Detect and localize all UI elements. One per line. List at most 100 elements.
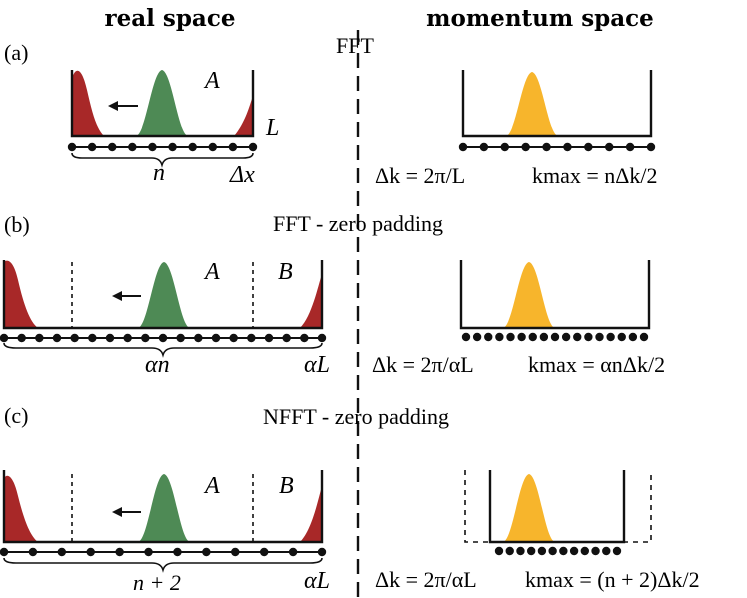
grid-brace	[3, 557, 323, 573]
grid-point	[28, 547, 38, 557]
panel-c: (c) NFFT - zero padding A B n + 2 αL Δk …	[0, 403, 700, 595]
grid-point	[248, 142, 258, 152]
grid-point	[542, 142, 551, 152]
left-arrow-icon	[108, 101, 118, 111]
red-gaussian-right	[234, 96, 253, 136]
grid-point	[87, 142, 97, 152]
length-label: L	[265, 115, 279, 141]
grid-point	[259, 547, 269, 557]
panel-a: (a) FFT A L n Δx Δk = 2π/L kmax = nΔk/2	[4, 33, 658, 188]
grid-point	[505, 546, 514, 556]
grid-point	[317, 333, 327, 343]
grid-point	[282, 333, 291, 343]
grid-point	[606, 332, 615, 342]
momentum-grid-points	[494, 546, 622, 556]
grid-brace	[3, 342, 323, 358]
grid-point	[228, 142, 238, 152]
grid-point	[539, 332, 549, 342]
grid-point	[516, 546, 525, 556]
grid-point	[17, 333, 26, 343]
grid-point	[517, 332, 526, 342]
grid-point	[548, 546, 557, 556]
grid-point	[288, 547, 298, 557]
dk-equation: Δk = 2π/L	[375, 163, 465, 188]
grid-point	[605, 142, 614, 152]
grid-point	[144, 547, 153, 557]
alpha-n-label: αn	[145, 352, 170, 378]
grid-point	[461, 332, 471, 342]
grid-point	[229, 333, 238, 343]
well-outline	[2, 260, 324, 330]
grid-point	[86, 547, 95, 557]
grid-point	[35, 333, 44, 343]
left-arrow-icon	[112, 291, 122, 301]
panel-c-method: NFFT - zero padding	[263, 404, 449, 429]
orange-gaussian	[503, 474, 555, 542]
grid-point	[168, 142, 177, 152]
kmax-equation: kmax = nΔk/2	[532, 163, 658, 188]
panel-b-label: (b)	[4, 212, 30, 237]
alpha-L-label: αL	[304, 568, 330, 594]
momentum-grid-points	[458, 142, 656, 152]
kmax-equation: kmax = αnΔk/2	[528, 352, 665, 377]
grid-point	[0, 547, 9, 557]
grid-point	[628, 332, 638, 342]
grid-point	[202, 547, 211, 557]
red-gaussian-right	[300, 274, 322, 328]
grid-point	[591, 546, 600, 556]
green-gaussian	[138, 474, 190, 542]
grid-point	[561, 332, 571, 342]
red-gaussian-left	[4, 260, 38, 328]
grid-point	[479, 142, 489, 152]
grid-point	[521, 142, 530, 152]
grid-point	[472, 332, 482, 342]
grid-brace	[71, 152, 254, 168]
grid-point	[173, 547, 182, 557]
n-plus-2-label: n + 2	[133, 570, 181, 595]
grid-point	[148, 142, 157, 152]
grid-point	[484, 332, 493, 342]
real-space-header: real space	[105, 5, 236, 32]
orange-gaussian	[506, 72, 558, 136]
grid-point	[495, 332, 504, 342]
grid-point	[584, 142, 593, 152]
grid-point	[67, 142, 77, 152]
grid-point	[612, 546, 622, 556]
panel-c-label: (c)	[4, 403, 28, 428]
grid-point	[580, 546, 590, 556]
grid-point	[108, 142, 117, 152]
momentum-space-header: momentum space	[426, 5, 654, 32]
real-grid-points	[0, 333, 327, 343]
grid-point	[158, 333, 168, 343]
grid-point	[569, 546, 579, 556]
grid-point	[231, 547, 240, 557]
grid-point	[584, 332, 593, 342]
grid-point	[573, 332, 582, 342]
green-gaussian	[136, 70, 188, 136]
grid-point	[595, 332, 604, 342]
grid-point	[563, 142, 572, 152]
momentum-padding-outline	[464, 470, 652, 543]
momentum-well-outline	[461, 70, 653, 138]
region-label-B: B	[279, 473, 294, 499]
grid-point	[123, 333, 132, 343]
panel-b: (b) FFT - zero padding A B αn αL Δk = 2π…	[0, 211, 665, 378]
grid-point	[176, 333, 185, 343]
grid-point	[528, 332, 537, 342]
grid-point	[141, 333, 150, 343]
well-outline	[2, 470, 324, 544]
grid-point	[105, 333, 115, 343]
dx-label: Δx	[229, 162, 255, 188]
left-arrow-icon	[112, 507, 122, 517]
grid-point	[494, 546, 504, 556]
grid-point	[602, 546, 611, 556]
panel-a-label: (a)	[4, 40, 28, 65]
grid-point	[115, 547, 124, 557]
region-label-A: A	[203, 473, 220, 499]
momentum-well-outline	[459, 260, 651, 330]
grid-point	[52, 333, 62, 343]
region-label-A: A	[203, 68, 220, 94]
grid-point	[211, 333, 221, 343]
orange-gaussian	[503, 262, 555, 328]
real-grid-points	[67, 142, 258, 152]
